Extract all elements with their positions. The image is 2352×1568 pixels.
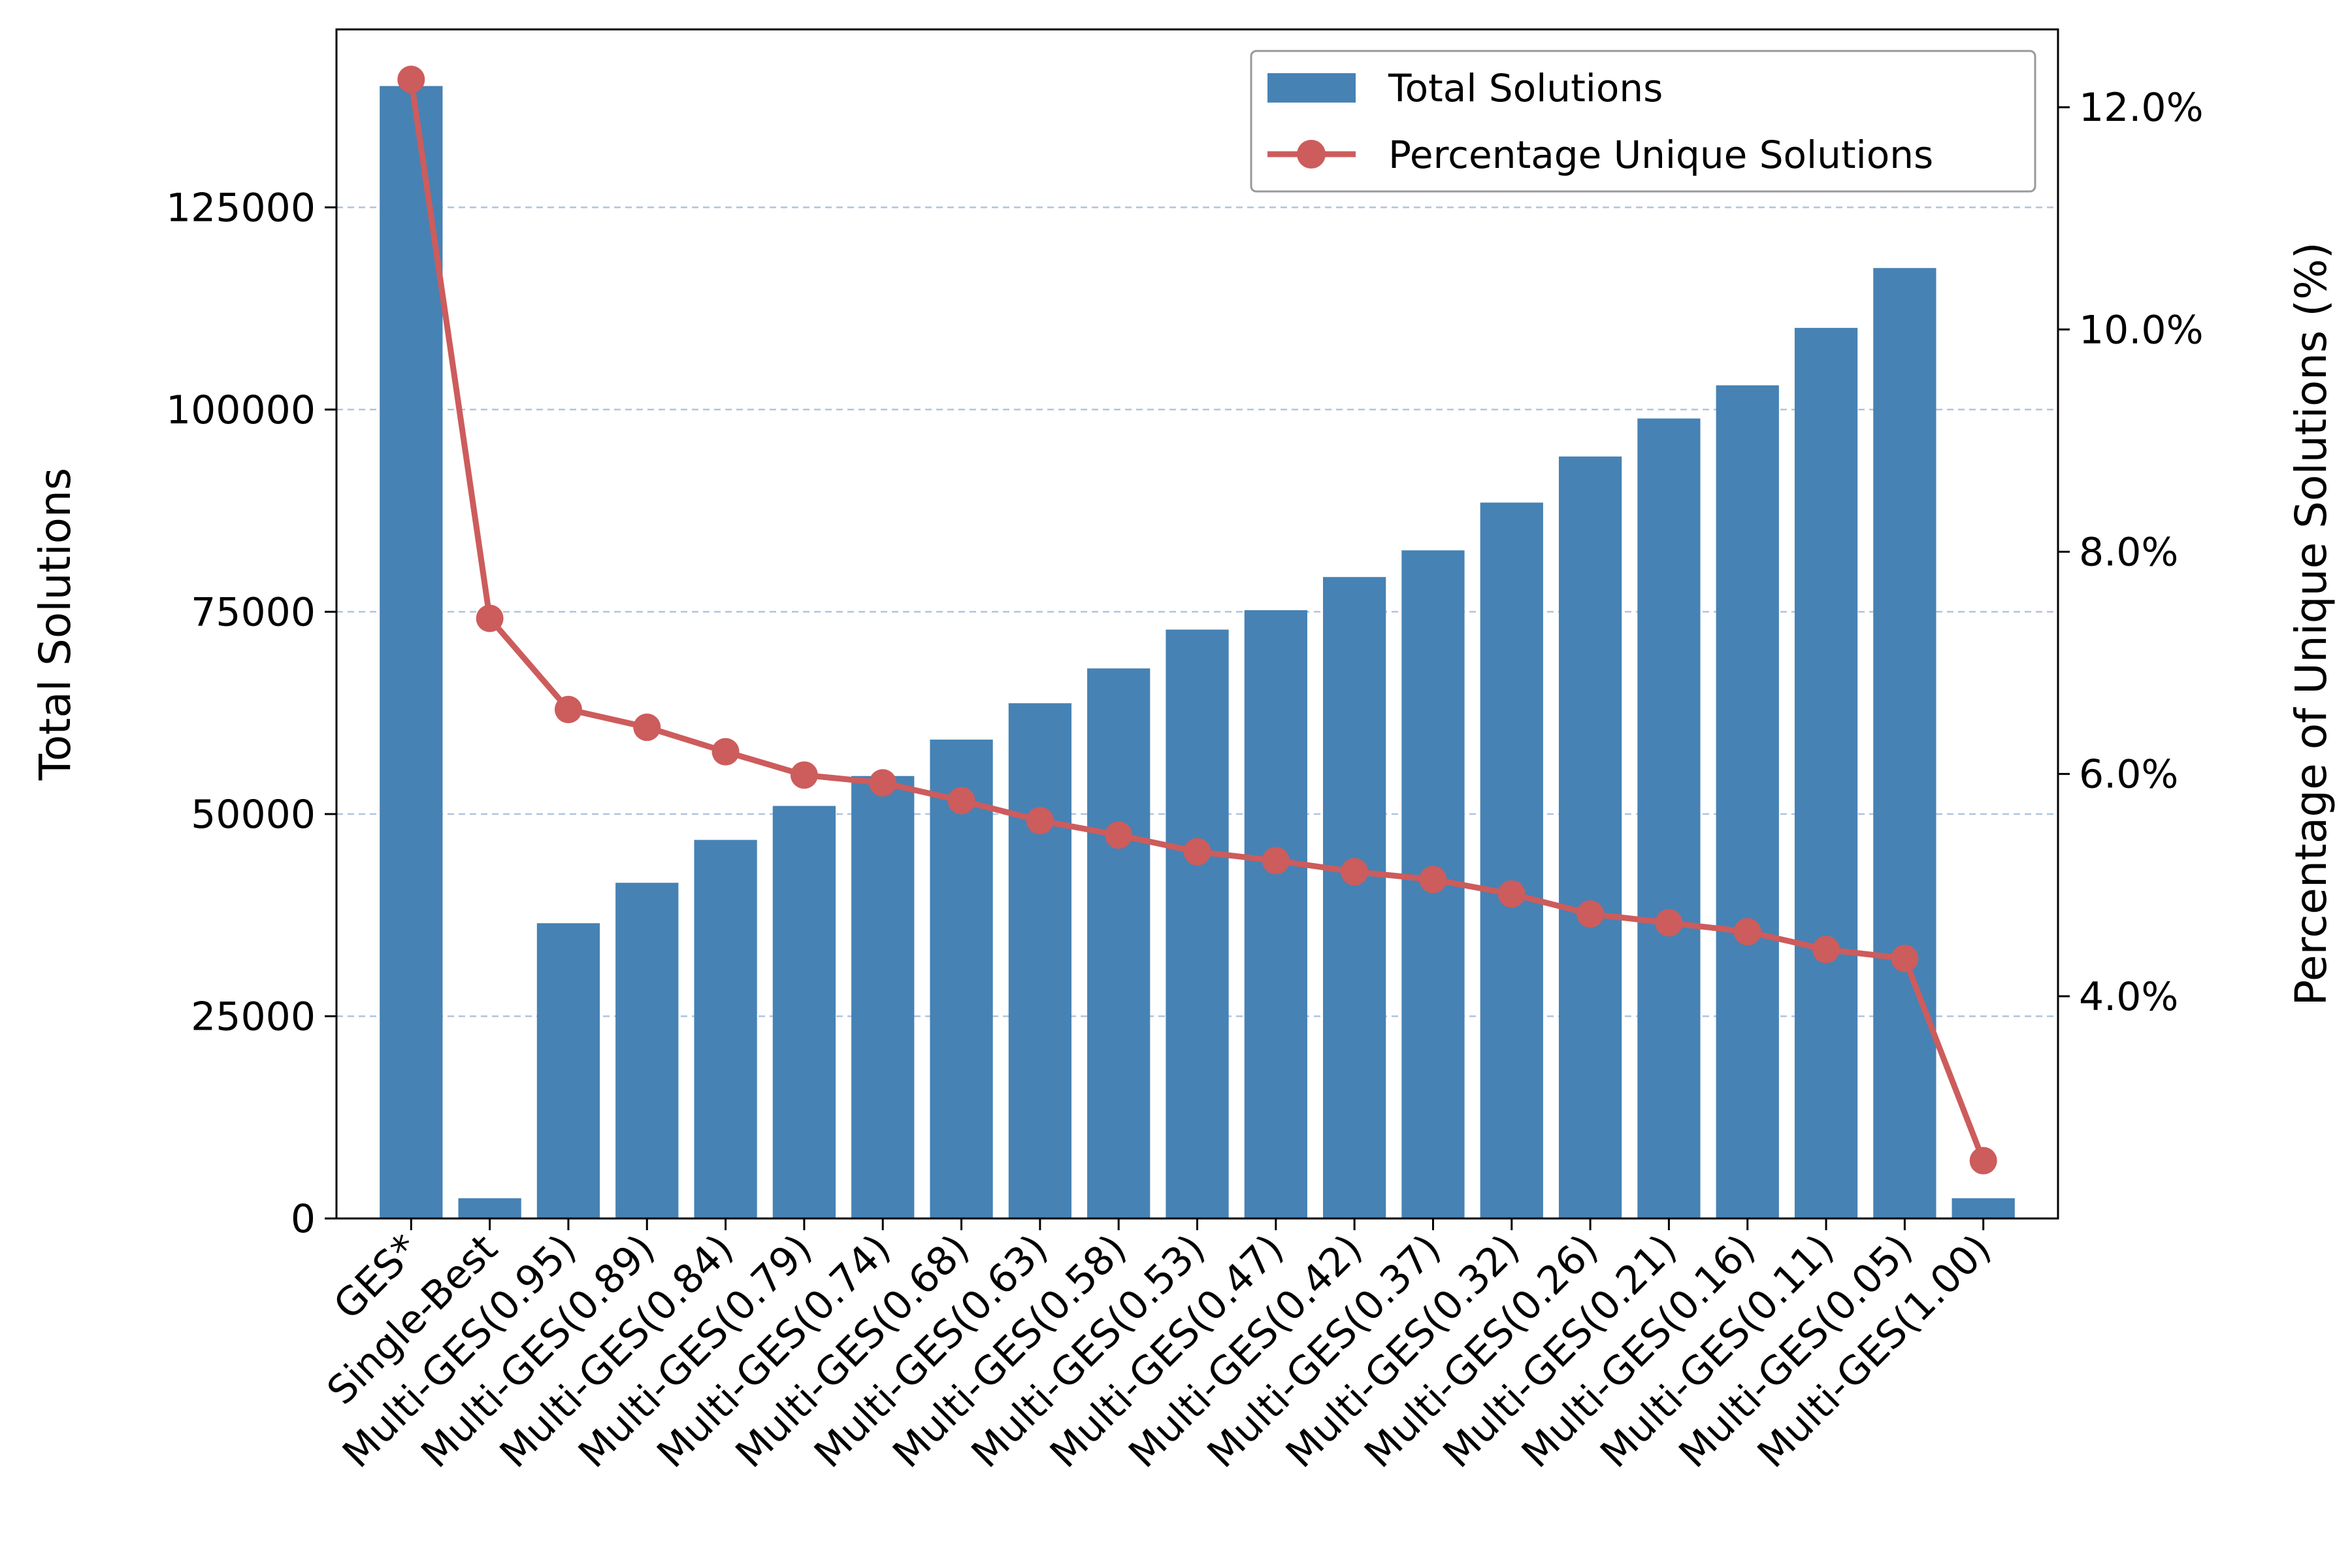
bar: [1637, 418, 1701, 1218]
bar-series-total-solutions: [380, 86, 2015, 1219]
line-point: [1183, 838, 1211, 866]
line-point: [869, 769, 897, 797]
line-point: [476, 604, 504, 632]
bar: [536, 923, 600, 1218]
line-point: [1969, 1147, 1997, 1175]
right-axis: 4.0% 6.0% 8.0% 10.0% 12.0%: [2058, 85, 2204, 1020]
bar: [1166, 629, 1229, 1218]
y-tick-label: 125000: [166, 185, 316, 231]
legend-swatch-total-solutions: [1267, 73, 1356, 103]
bar: [1244, 610, 1307, 1218]
y2-tick-label: 6.0%: [2079, 752, 2178, 798]
line-point: [1576, 900, 1605, 928]
y2-tick-label: 8.0%: [2079, 529, 2178, 575]
bar: [1873, 268, 1936, 1219]
line-series-percentage-unique: [397, 65, 1997, 1175]
bar: [772, 806, 836, 1218]
bar: [1716, 385, 1779, 1218]
bar: [458, 1198, 521, 1218]
line-point: [947, 787, 975, 815]
line-point: [1341, 858, 1369, 886]
bar: [615, 883, 679, 1218]
legend-label-percentage-unique: Percentage Unique Solutions: [1388, 133, 1933, 177]
y2-tick-label: 10.0%: [2079, 307, 2204, 353]
legend-box: [1250, 50, 2036, 193]
line-point: [397, 65, 425, 93]
bar: [1008, 703, 1071, 1218]
line-point: [1733, 918, 1761, 946]
x-axis: GES*Single-BestMulti-GES(0.95)Multi-GES(…: [319, 1218, 2000, 1477]
bar: [1952, 1198, 2015, 1218]
bar: [930, 740, 993, 1218]
bar: [1480, 502, 1543, 1219]
y-tick-label: 50000: [191, 792, 316, 838]
y-tick-label: 25000: [191, 994, 316, 1039]
y2-tick-label: 4.0%: [2079, 974, 2178, 1020]
line-point: [711, 738, 740, 766]
y-tick-label: 0: [291, 1196, 316, 1242]
y-tick-label: 100000: [166, 387, 316, 433]
bar: [380, 86, 443, 1219]
line-point: [1026, 807, 1054, 835]
y-axis-title: Total Solutions: [30, 468, 80, 781]
legend-label-total-solutions: Total Solutions: [1388, 66, 1663, 110]
bar: [1323, 577, 1386, 1218]
left-axis: 0 25000 50000 75000 100000 125000: [166, 185, 336, 1242]
line-point: [1497, 880, 1526, 908]
y2-tick-label: 12.0%: [2079, 85, 2204, 131]
legend-swatch-percentage-marker: [1297, 140, 1326, 169]
line-point: [790, 761, 818, 789]
bar: [851, 776, 915, 1218]
bar: [1794, 327, 1858, 1218]
line-point: [1891, 944, 1919, 972]
line-point: [554, 695, 582, 723]
line-point: [1812, 936, 1840, 964]
bar: [694, 840, 757, 1218]
y-tick-label: 75000: [191, 589, 316, 635]
line-point: [1262, 847, 1290, 875]
legend: Total Solutions Percentage Unique Soluti…: [1250, 50, 2036, 193]
y2-axis-title: Percentage of Unique Solutions (%): [2286, 242, 2336, 1005]
line-point: [1105, 821, 1133, 849]
line-point: [1419, 866, 1447, 894]
bar: [1087, 668, 1151, 1218]
line-point: [1655, 909, 1683, 937]
bar: [1558, 456, 1622, 1218]
line-point: [633, 713, 661, 742]
